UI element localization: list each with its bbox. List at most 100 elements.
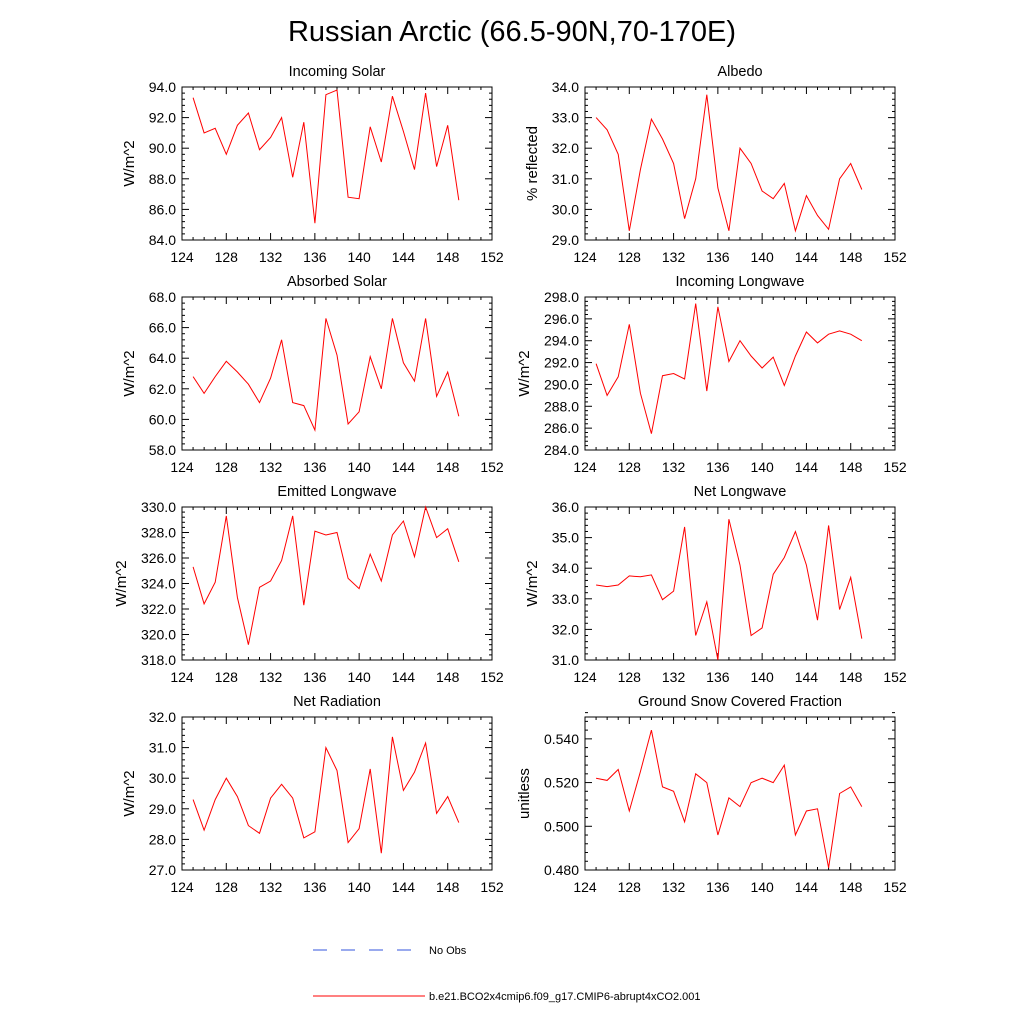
x-tick-label: 152 — [883, 249, 907, 265]
x-tick-label: 128 — [215, 249, 239, 265]
x-tick-label: 152 — [883, 459, 907, 475]
x-tick-label: 144 — [795, 669, 819, 685]
x-tick-label: 152 — [883, 879, 907, 895]
x-tick-label: 124 — [573, 879, 597, 895]
x-tick-label: 136 — [706, 879, 730, 895]
y-axis-label: W/m^2 — [121, 350, 138, 396]
x-tick-label: 132 — [259, 879, 283, 895]
x-tick-label: 148 — [839, 669, 863, 685]
x-tick-label: 124 — [573, 459, 597, 475]
x-tick-label: 136 — [303, 249, 327, 265]
x-tick-label: 136 — [303, 879, 327, 895]
panel-title: Net Longwave — [694, 484, 787, 500]
x-tick-label: 128 — [618, 669, 642, 685]
panel-title: Absorbed Solar — [287, 274, 387, 290]
x-tick-label: 140 — [750, 459, 774, 475]
y-tick-label: 34.0 — [552, 560, 579, 576]
y-tick-label: 318.0 — [141, 652, 176, 668]
y-tick-label: 90.0 — [149, 140, 176, 156]
y-axis-label: unitless — [516, 768, 533, 819]
x-tick-label: 136 — [303, 459, 327, 475]
x-tick-label: 152 — [883, 669, 907, 685]
y-tick-label: 330.0 — [141, 499, 176, 515]
panel-title: Albedo — [717, 64, 762, 80]
y-tick-label: 294.0 — [544, 333, 579, 349]
y-tick-label: 284.0 — [544, 442, 579, 458]
chart-net-longwave: 124 128 132 136 140 144 148 152 31.0 32.0 33.0 34.0… — [524, 484, 907, 685]
y-tick-label: 288.0 — [544, 398, 579, 414]
series-line-emitted-longwave — [192, 505, 460, 645]
x-tick-label: 128 — [618, 459, 642, 475]
y-tick-label: 28.0 — [149, 831, 176, 847]
plot-frame — [181, 296, 493, 451]
y-tick-label: 290.0 — [544, 376, 579, 392]
panel-title: Ground Snow Covered Fraction — [638, 694, 842, 710]
x-tick-label: 136 — [303, 669, 327, 685]
y-tick-label: 286.0 — [544, 420, 579, 436]
x-tick-label: 140 — [347, 669, 371, 685]
y-tick-label: 68.0 — [149, 289, 176, 305]
x-tick-label: 152 — [480, 879, 504, 895]
y-axis-label: % reflected — [524, 126, 541, 201]
series-line-net-radiation — [192, 736, 460, 854]
y-tick-label: 0.480 — [544, 862, 579, 878]
series-line-albedo — [595, 94, 863, 233]
x-tick-label: 152 — [480, 669, 504, 685]
plot-frame — [181, 86, 493, 241]
y-tick-label: 32.0 — [149, 709, 176, 725]
x-tick-label: 144 — [795, 459, 819, 475]
y-axis-label: W/m^2 — [113, 560, 130, 606]
x-tick-label: 128 — [215, 459, 239, 475]
y-tick-label: 32.0 — [552, 140, 579, 156]
x-tick-label: 128 — [618, 879, 642, 895]
y-tick-label: 0.520 — [544, 775, 579, 791]
x-tick-label: 140 — [750, 879, 774, 895]
x-tick-label: 148 — [839, 879, 863, 895]
panel-title: Incoming Longwave — [676, 274, 805, 290]
x-tick-label: 124 — [170, 459, 194, 475]
y-tick-label: 292.0 — [544, 355, 579, 371]
x-tick-label: 132 — [662, 879, 686, 895]
panel-title: Emitted Longwave — [277, 484, 396, 500]
plot-frame — [181, 716, 493, 871]
y-tick-label: 322.0 — [141, 601, 176, 617]
x-tick-label: 148 — [839, 459, 863, 475]
y-tick-label: 66.0 — [149, 320, 176, 336]
x-tick-label: 132 — [259, 459, 283, 475]
y-tick-label: 84.0 — [149, 232, 176, 248]
x-tick-label: 124 — [170, 249, 194, 265]
y-tick-label: 328.0 — [141, 525, 176, 541]
y-tick-label: 64.0 — [149, 350, 176, 366]
x-tick-label: 144 — [795, 249, 819, 265]
series-line-absorbed-solar — [192, 318, 460, 433]
y-tick-label: 58.0 — [149, 442, 176, 458]
y-tick-label: 30.0 — [149, 770, 176, 786]
x-tick-label: 136 — [706, 669, 730, 685]
figure-title: Russian Arctic (66.5-90N,70-170E) — [288, 16, 736, 48]
x-tick-label: 128 — [618, 249, 642, 265]
x-tick-label: 140 — [347, 879, 371, 895]
y-tick-label: 94.0 — [149, 79, 176, 95]
plot-frame — [584, 296, 896, 451]
x-tick-label: 144 — [392, 879, 416, 895]
x-tick-label: 136 — [706, 249, 730, 265]
y-tick-label: 0.540 — [544, 731, 579, 747]
chart-incoming-solar: 124 128 132 136 140 144 148 152 84.0 86.0 88.0 90.0… — [121, 64, 504, 265]
y-tick-label: 298.0 — [544, 289, 579, 305]
x-tick-label: 124 — [573, 669, 597, 685]
x-tick-label: 124 — [573, 249, 597, 265]
legend: No Obs b.e21.BCO2x4cmip6.f09_g17.CMIP6-a… — [313, 945, 701, 1003]
y-tick-label: 36.0 — [552, 499, 579, 515]
series-line-incoming-solar — [192, 89, 460, 224]
series-line-net-longwave — [596, 519, 863, 661]
x-tick-label: 136 — [706, 459, 730, 475]
y-tick-label: 92.0 — [149, 110, 176, 126]
chart-emitted-longwave: 124 128 132 136 140 144 148 152 318.0 320.0 322.0 3… — [113, 484, 504, 685]
x-tick-label: 152 — [480, 459, 504, 475]
y-tick-label: 31.0 — [552, 652, 579, 668]
y-tick-label: 296.0 — [544, 311, 579, 327]
x-tick-label: 132 — [259, 669, 283, 685]
x-tick-label: 148 — [839, 249, 863, 265]
chart-ground-snow-covered-fraction: 124 128 132 136 140 144 148 152 0.480 0.500 0.520 0… — [516, 694, 907, 895]
y-axis-label: W/m^2 — [121, 770, 138, 816]
